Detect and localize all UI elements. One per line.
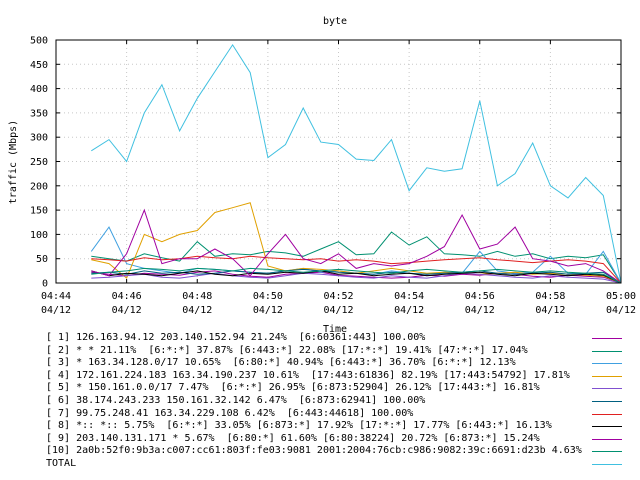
x-tick-date: 04/12 — [606, 305, 636, 316]
legend-swatch — [592, 401, 622, 402]
legend-swatch — [592, 426, 622, 428]
x-tick-date: 04/12 — [465, 305, 495, 316]
legend-entry: [ 5] * 150.161.0.0/17 7.47% [6:*:*] 26.9… — [0, 382, 640, 394]
legend-entry: [ 6] 38.174.243.233 150.161.32.142 6.47%… — [0, 395, 640, 407]
legend-entry: [ 3] * 163.34.128.0/17 10.65% [6:80:*] 4… — [0, 357, 640, 369]
y-tick-label: 450 — [30, 60, 48, 71]
legend-entry: [ 9] 203.140.131.171 * 5.67% [6:80:*] 61… — [0, 433, 640, 445]
legend-label: [ 3] * 163.34.128.0/17 10.65% [6:80:*] 4… — [46, 357, 516, 369]
legend-entry: [ 4] 172.161.224.183 163.34.190.237 10.6… — [0, 370, 640, 382]
plot-frame — [55, 39, 622, 284]
legend-swatch — [592, 388, 622, 390]
legend-entry: [ 7] 99.75.248.41 163.34.229.108 6.42% [… — [0, 408, 640, 420]
x-tick-time: 04:58 — [535, 291, 565, 302]
legend-entry: TOTAL — [0, 458, 640, 470]
y-tick-label: 200 — [30, 181, 48, 192]
legend-label: [ 5] * 150.161.0.0/17 7.47% [6:*:*] 26.9… — [46, 382, 540, 394]
series-line-10 — [91, 267, 622, 284]
legend-swatch — [592, 338, 622, 339]
x-axis-label: Time — [323, 324, 347, 335]
legend-label: TOTAL — [46, 458, 77, 469]
y-axis-ticks: 0 50 100 150 200 250 300 350 400 450 500 — [30, 36, 621, 290]
legend-swatch — [592, 451, 622, 453]
chart-title: byte — [323, 16, 347, 27]
x-tick-time: 04:54 — [394, 291, 424, 302]
y-tick-label: 500 — [30, 36, 48, 47]
legend-label: [ 7] 99.75.248.41 163.34.229.108 6.42% [… — [46, 407, 414, 419]
legend-label: [ 1] 126.163.94.12 203.140.152.94 21.24%… — [46, 332, 426, 343]
data-series — [90, 43, 622, 284]
legend-label: [ 4] 172.161.224.183 163.34.190.237 10.6… — [46, 369, 570, 381]
x-tick-date: 04/12 — [253, 305, 283, 316]
y-tick-label: 350 — [30, 108, 48, 119]
legend-swatch — [592, 464, 622, 465]
grid-lines — [56, 40, 621, 283]
legend-label: [ 9] 203.140.131.171 * 5.67% [6:80:*] 61… — [46, 432, 540, 444]
y-tick-label: 0 — [42, 279, 48, 290]
legend-swatch — [592, 413, 622, 415]
x-tick-date: 04/12 — [112, 305, 142, 316]
legend-entry: [10] 2a0b:52f0:9b3a:c007:cc61:803f:fe03:… — [0, 445, 640, 457]
y-tick-label: 150 — [30, 206, 48, 217]
y-axis-label: traffic (Mbps) — [8, 120, 19, 204]
legend-swatch — [592, 375, 622, 377]
series-line-9 — [91, 208, 622, 284]
legend-label: [ 8] *:: *:: 5.75% [6:*:*] 33.05% [6:873… — [46, 420, 552, 432]
x-tick-time: 04:56 — [465, 291, 495, 302]
legend-label: [10] 2a0b:52f0:9b3a:c007:cc61:803f:fe03:… — [46, 445, 582, 457]
series-line-1 — [91, 270, 622, 284]
legend-swatch — [592, 350, 622, 352]
x-tick-time: 05:00 — [606, 291, 636, 302]
x-tick-date: 04/12 — [394, 305, 424, 316]
x-tick-time: 04:52 — [323, 291, 353, 302]
x-tick-date: 04/12 — [323, 305, 353, 316]
y-tick-label: 250 — [30, 157, 48, 168]
x-tick-date: 04/12 — [535, 305, 565, 316]
legend-swatch — [592, 438, 622, 440]
legend-entry: [ 2] * * 21.11% [6:*:*] 37.87% [6:443:*]… — [0, 345, 640, 357]
x-tick-time: 04:50 — [253, 291, 283, 302]
legend-label: [ 6] 38.174.243.233 150.161.32.142 6.47%… — [46, 395, 426, 406]
x-tick-date: 04/12 — [41, 305, 71, 316]
x-tick-date: 04/12 — [182, 305, 212, 316]
x-axis-ticks: 04:44 04/12 04:46 04/12 04:48 04/12 04:50 04/12… — [41, 40, 636, 316]
y-tick-label: 50 — [36, 254, 48, 265]
x-tick-time: 04:46 — [112, 291, 142, 302]
series-line-8 — [91, 270, 622, 284]
series-line-2 — [91, 231, 622, 284]
y-tick-label: 100 — [30, 230, 48, 241]
y-tick-label: 400 — [30, 84, 48, 95]
x-tick-time: 04:48 — [182, 291, 212, 302]
series-line-5 — [91, 272, 622, 284]
legend-label: [ 2] * * 21.11% [6:*:*] 37.87% [6:443:*]… — [46, 344, 528, 356]
legend-entry: [ 1] 126.163.94.12 203.140.152.94 21.24%… — [0, 332, 640, 344]
y-tick-label: 300 — [30, 133, 48, 144]
legend-swatch — [592, 363, 622, 365]
x-tick-time: 04:44 — [41, 291, 71, 302]
legend-entry: [ 8] *:: *:: 5.75% [6:*:*] 33.05% [6:873… — [0, 420, 640, 432]
series-line-11 — [91, 43, 622, 284]
